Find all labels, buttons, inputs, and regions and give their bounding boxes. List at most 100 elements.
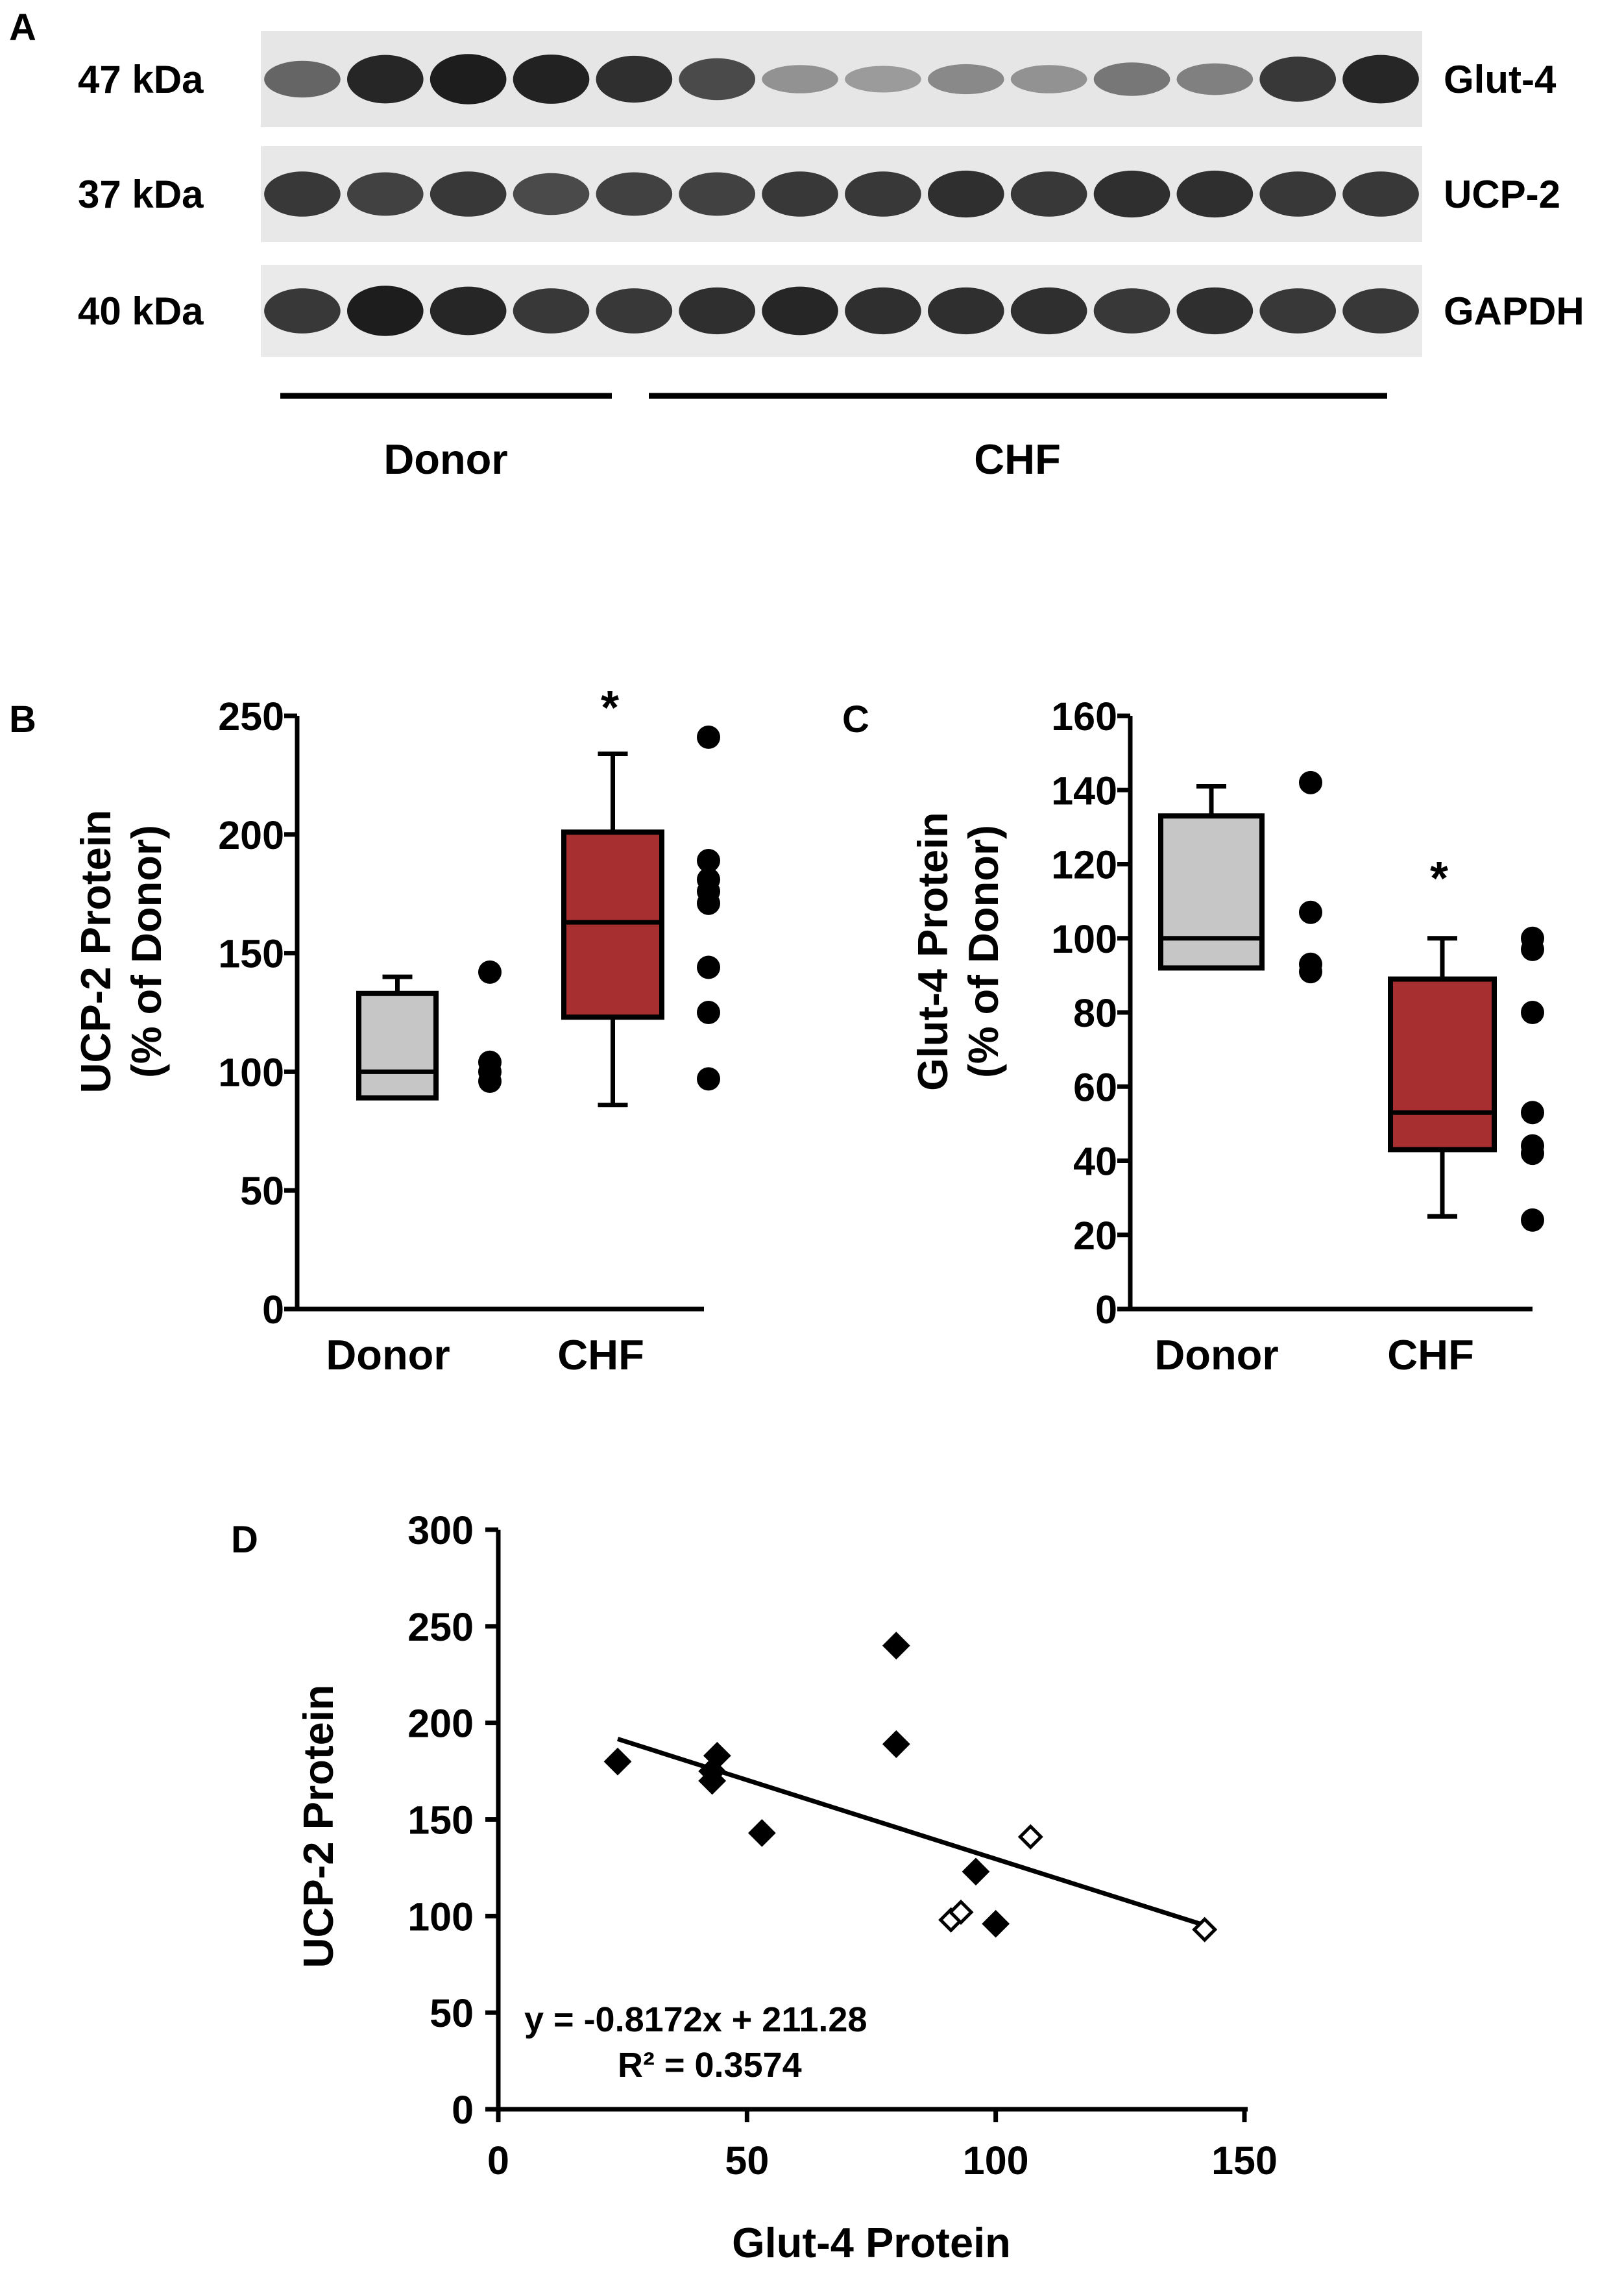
panel-b-ylabel: UCP-2 Protein: [72, 809, 119, 1093]
chf-scatter-point: [882, 1730, 910, 1758]
y-tick-label: 100: [1051, 917, 1117, 961]
chf-data-point: [697, 1001, 720, 1024]
y-tick-label: 150: [407, 1798, 474, 1843]
panel-b-boxes: [356, 751, 664, 1108]
blot-band: [1093, 170, 1170, 218]
blot-band: [1093, 62, 1170, 96]
blot-band: [679, 172, 756, 216]
protein-label-ucp2: UCP-2: [1444, 173, 1560, 216]
y-tick-label: 200: [407, 1702, 474, 1746]
y-tick-label: 20: [1073, 1214, 1117, 1258]
panel-c: C Glut-4 Protein (% of Donor) 0 20 40 60 80 1…: [842, 694, 1544, 1378]
x-tick-label: 0: [487, 2138, 509, 2183]
y-tick-label: 0: [262, 1288, 284, 1332]
panel-b-xlabel-chf: CHF: [557, 1331, 644, 1378]
blot-band: [845, 66, 921, 93]
protein-label-gapdh: GAPDH: [1444, 289, 1584, 333]
blot-band: [762, 286, 838, 336]
donor-box: [1158, 813, 1265, 971]
panel-a: A 47 kDa Glut-4 37 kDa UCP-2 40 kDa GAPD…: [9, 6, 1584, 483]
panel-d-label: D: [231, 1519, 258, 1561]
chf-data-point: [697, 955, 720, 979]
donor-data-point: [478, 960, 502, 984]
mw-label-glut4: 47 kDa: [78, 58, 204, 101]
chf-scatter-point: [603, 1747, 632, 1776]
y-tick-label: 140: [1051, 768, 1117, 813]
chf-scatter-point: [747, 1819, 776, 1847]
mw-label-ucp2: 37 kDa: [78, 173, 204, 216]
panel-d-xlabel: Glut-4 Protein: [732, 2219, 1011, 2266]
blot-band: [1010, 171, 1087, 217]
donor-data-point: [1299, 900, 1322, 924]
chf-data-point: [697, 849, 720, 873]
blot-row-ucp2: 37 kDa UCP-2: [78, 146, 1560, 242]
blot-row-glut4: 47 kDa Glut-4: [78, 31, 1557, 127]
blot-band: [1259, 288, 1337, 334]
y-tick-label: 0: [452, 2088, 474, 2132]
donor-data-point: [1299, 770, 1322, 794]
donor-data-point: [1299, 960, 1322, 984]
chf-data-point: [697, 891, 720, 915]
donor-data-point: [478, 1070, 502, 1094]
panel-b-significance: *: [601, 682, 619, 734]
panel-a-label: A: [9, 6, 36, 49]
blot-band: [1342, 171, 1419, 217]
panel-b: B UCP-2 Protein (% of Donor) 0 50 100 150 20…: [9, 682, 720, 1378]
blot-band: [927, 64, 1004, 95]
chf-scatter-point: [698, 1757, 727, 1785]
blot-band: [1259, 56, 1337, 102]
y-tick-label: 300: [407, 1508, 474, 1552]
blot-band: [513, 288, 590, 334]
y-tick-label: 50: [430, 1991, 474, 2035]
blot-lanes-glut4: [264, 54, 1419, 104]
panel-d-r2: R² = 0.3574: [618, 2046, 802, 2085]
blot-band: [596, 288, 673, 334]
protein-label-glut4: Glut-4: [1444, 58, 1557, 101]
blot-band: [845, 287, 921, 335]
panel-d-x-ticks: 0 50 100 150: [487, 2109, 1278, 2183]
panel-d-y-ticks: 0 50 100 150 200 250 300: [407, 1508, 498, 2132]
panel-c-xlabel-donor: Donor: [1154, 1331, 1278, 1378]
y-tick-label: 50: [240, 1169, 284, 1213]
y-tick-label: 40: [1073, 1140, 1117, 1184]
blot-band: [1342, 288, 1419, 334]
panel-c-ylabel-2: (% of Donor): [960, 825, 1007, 1078]
donor-scatter-point: [1192, 1917, 1218, 1942]
chf-scatter-point: [982, 1909, 1010, 1938]
blot-band: [264, 171, 341, 217]
y-tick-label: 0: [1095, 1288, 1117, 1332]
blot-band: [596, 172, 673, 216]
blot-band: [1176, 63, 1254, 95]
chf-data-point: [1521, 1101, 1544, 1125]
blot-band: [927, 170, 1004, 218]
blot-band: [1176, 287, 1254, 335]
blot-band: [762, 65, 838, 93]
chf-box: [561, 829, 664, 1020]
panel-d-ylabel: UCP-2 Protein: [295, 1684, 342, 1968]
blot-band: [845, 171, 921, 217]
x-tick-label: 50: [725, 2138, 769, 2183]
y-tick-label: 100: [407, 1894, 474, 1939]
blot-band: [1176, 170, 1254, 218]
blot-band: [1093, 288, 1170, 334]
y-tick-label: 200: [218, 813, 284, 857]
blot-lanes-gapdh: [264, 286, 1419, 336]
blot-band: [762, 171, 838, 217]
chf-scatter-point: [882, 1632, 910, 1660]
panel-b-ylabel-2: (% of Donor): [123, 825, 170, 1078]
y-tick-label: 60: [1073, 1065, 1117, 1109]
chf-data-point: [1521, 1001, 1544, 1024]
donor-scatter-point: [948, 1899, 974, 1925]
y-tick-label: 250: [218, 694, 284, 739]
chf-box: [1388, 976, 1497, 1153]
panel-c-label: C: [842, 698, 869, 741]
blot-band: [346, 286, 424, 336]
blot-band: [596, 55, 673, 103]
y-tick-label: 160: [1051, 694, 1117, 739]
blot-band: [346, 172, 424, 216]
panel-c-y-ticks: 0 20 40 60 80 100 120 140 160: [1051, 694, 1130, 1332]
blot-band: [264, 288, 341, 334]
panel-d: D UCP-2 Protein Glut-4 Protein 0 50 100 150…: [231, 1508, 1278, 2266]
group-label-chf: CHF: [974, 435, 1061, 483]
